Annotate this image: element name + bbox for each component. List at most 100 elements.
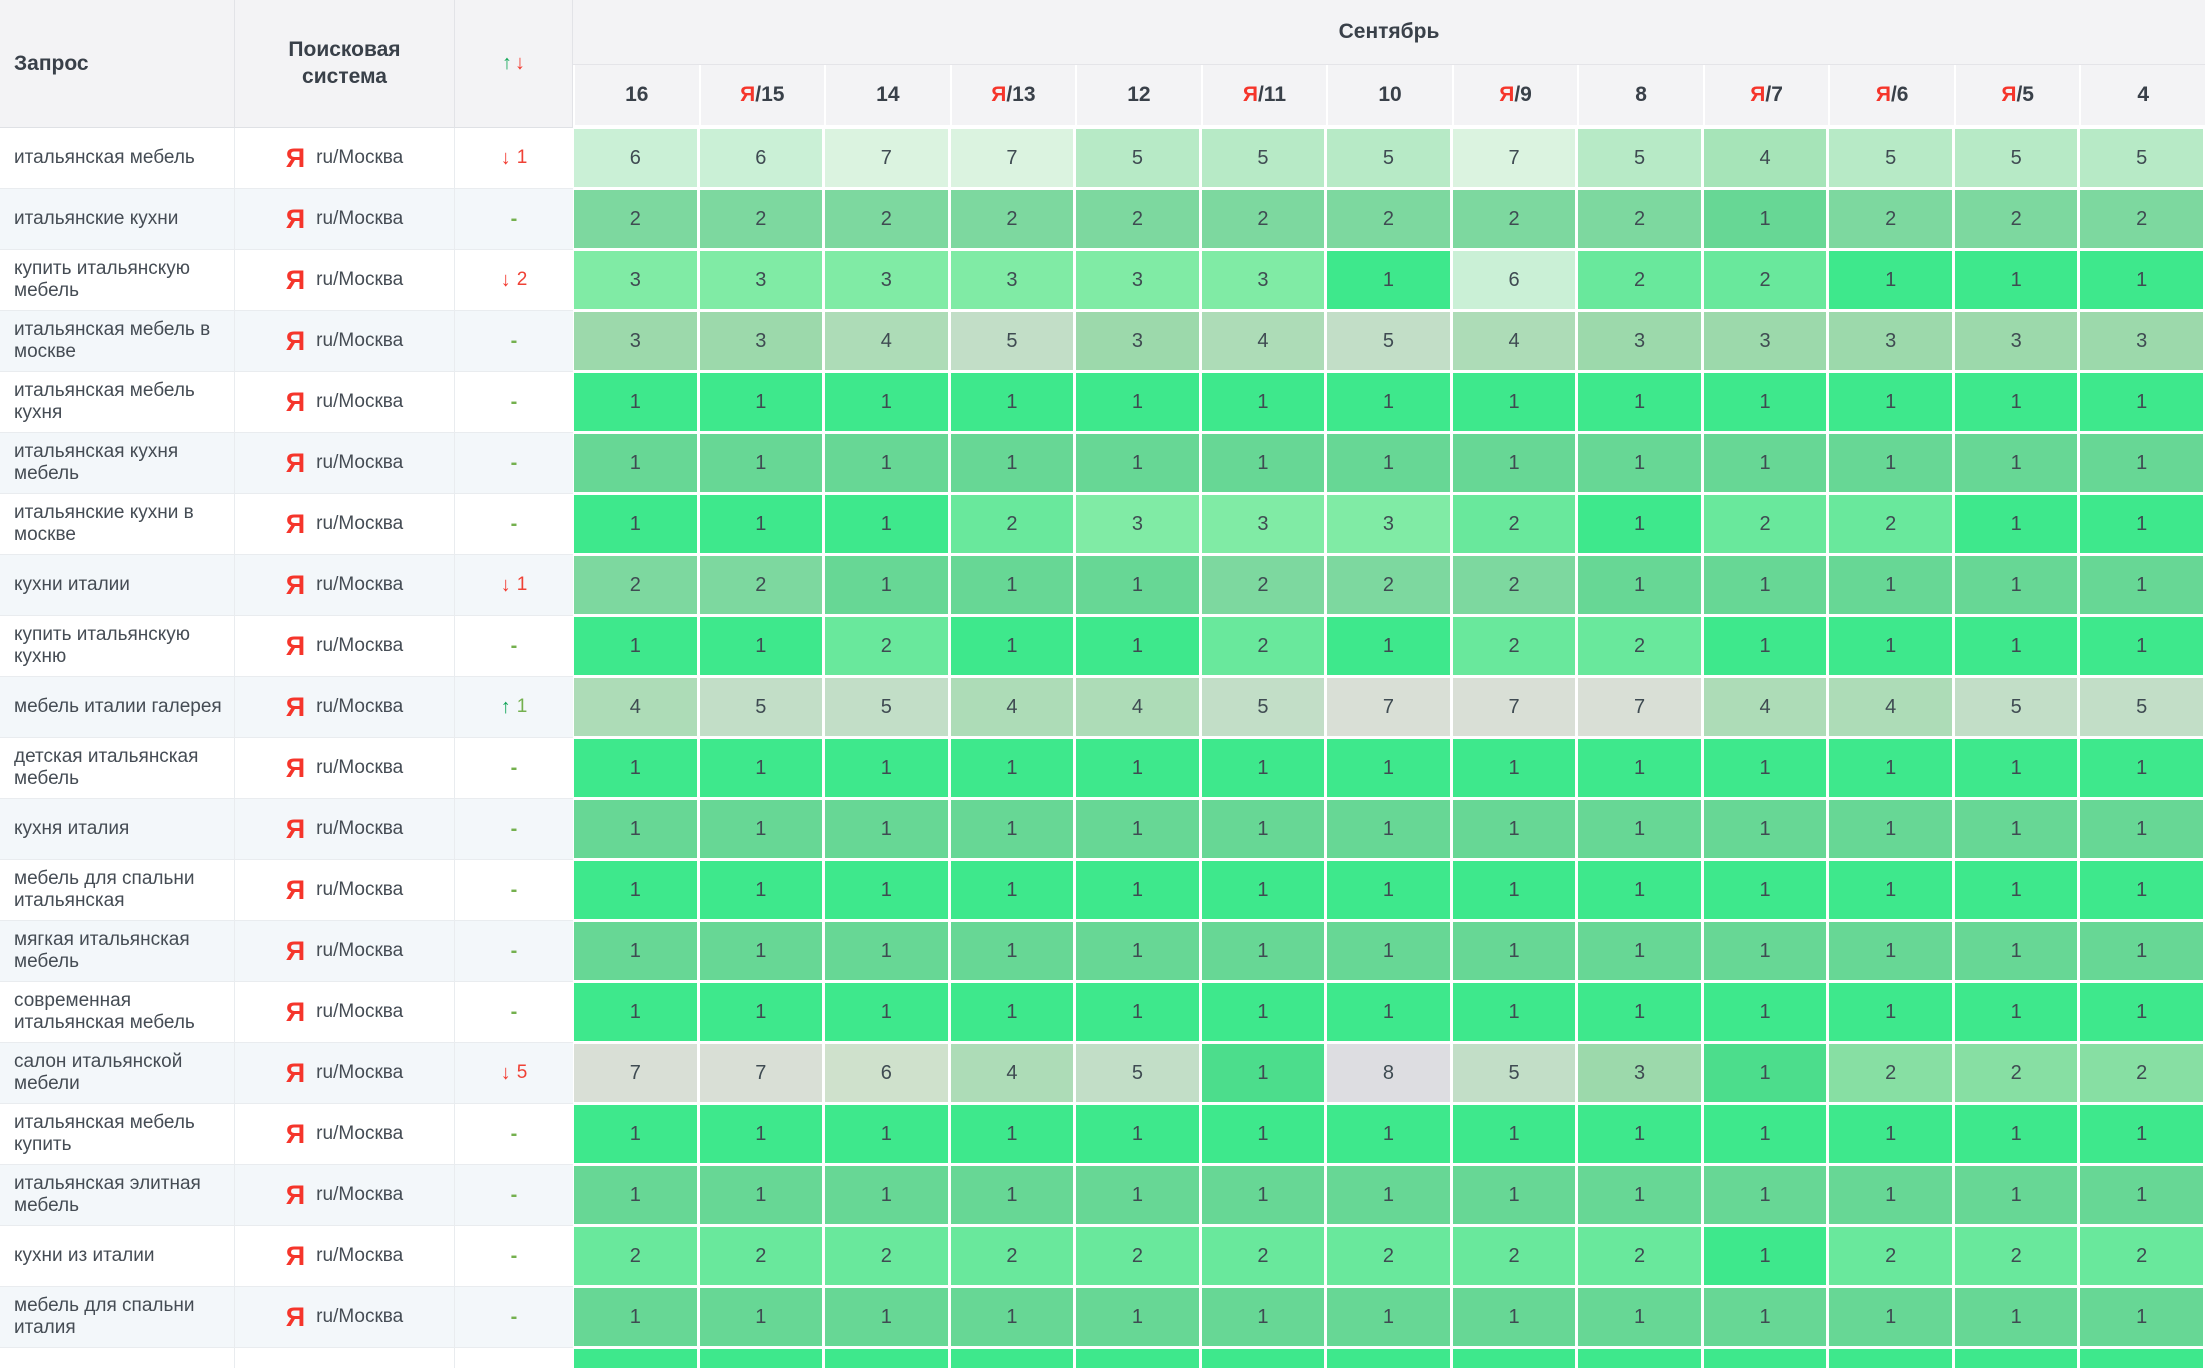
position-cell[interactable]: 1 xyxy=(1953,250,2080,311)
position-cell[interactable]: 6 xyxy=(1451,250,1578,311)
date-header-9[interactable]: Я/9 xyxy=(1451,65,1578,128)
position-cell[interactable]: 1 xyxy=(1326,250,1452,311)
position-cell[interactable]: 3 xyxy=(698,250,825,311)
position-cell[interactable]: 1 xyxy=(2079,433,2205,494)
position-cell[interactable]: 1 xyxy=(1828,860,1954,921)
position-cell[interactable]: 1 xyxy=(1953,494,2080,555)
position-cell[interactable]: 1 xyxy=(1200,372,1327,433)
position-cell[interactable]: 3 xyxy=(1828,311,1954,372)
position-cell[interactable]: 5 xyxy=(1326,311,1452,372)
position-cell[interactable]: 5 xyxy=(1953,128,2080,189)
position-cell[interactable]: 1 xyxy=(824,1104,950,1165)
position-cell[interactable]: 5 xyxy=(698,677,825,738)
position-cell[interactable]: 1 xyxy=(1828,921,1954,982)
position-cell[interactable]: 1 xyxy=(698,494,825,555)
query-cell[interactable]: мягкая итальянская мебель xyxy=(0,921,235,982)
position-cell[interactable] xyxy=(1828,1348,1954,1368)
position-cell[interactable]: 2 xyxy=(1326,555,1452,616)
position-cell[interactable]: 1 xyxy=(698,1287,825,1348)
position-cell[interactable]: 2 xyxy=(698,1226,825,1287)
position-cell[interactable]: 2 xyxy=(698,555,825,616)
position-cell[interactable]: 1 xyxy=(1200,1287,1327,1348)
query-cell[interactable]: кухни италии xyxy=(0,555,235,616)
position-cell[interactable]: 1 xyxy=(2079,616,2205,677)
position-cell[interactable]: 1 xyxy=(1326,860,1452,921)
query-cell[interactable]: итальянская кухня мебель xyxy=(0,433,235,494)
position-cell[interactable]: 1 xyxy=(1326,616,1452,677)
position-cell[interactable]: 1 xyxy=(1075,1287,1201,1348)
position-cell[interactable]: 1 xyxy=(824,433,950,494)
position-cell[interactable]: 1 xyxy=(1828,433,1954,494)
position-cell[interactable]: 1 xyxy=(573,799,699,860)
position-cell[interactable]: 5 xyxy=(949,311,1076,372)
position-cell[interactable]: 1 xyxy=(1200,1165,1327,1226)
date-header-14[interactable]: 14 xyxy=(824,65,950,128)
position-cell[interactable]: 1 xyxy=(1828,555,1954,616)
position-cell[interactable]: 1 xyxy=(1702,738,1829,799)
position-cell[interactable]: 1 xyxy=(1577,982,1703,1043)
position-cell[interactable]: 1 xyxy=(1702,1165,1829,1226)
position-cell[interactable]: 1 xyxy=(2079,250,2205,311)
position-cell[interactable] xyxy=(1702,1348,1829,1368)
position-cell[interactable]: 1 xyxy=(698,616,825,677)
position-cell[interactable]: 3 xyxy=(824,250,950,311)
position-cell[interactable]: 2 xyxy=(573,189,699,250)
position-cell[interactable]: 1 xyxy=(824,738,950,799)
position-cell[interactable]: 7 xyxy=(824,128,950,189)
position-cell[interactable]: 1 xyxy=(1326,982,1452,1043)
position-cell[interactable]: 3 xyxy=(573,250,699,311)
position-cell[interactable]: 1 xyxy=(1075,616,1201,677)
position-cell[interactable] xyxy=(824,1348,950,1368)
position-cell[interactable]: 1 xyxy=(949,982,1076,1043)
query-cell[interactable]: салон итальянской мебели xyxy=(0,1043,235,1104)
position-cell[interactable]: 1 xyxy=(1953,738,2080,799)
position-cell[interactable]: 1 xyxy=(698,1104,825,1165)
position-cell[interactable]: 2 xyxy=(1451,555,1578,616)
position-cell[interactable]: 1 xyxy=(698,1165,825,1226)
query-cell[interactable]: итальянские кухни xyxy=(0,189,235,250)
position-cell[interactable] xyxy=(698,1348,825,1368)
position-cell[interactable]: 2 xyxy=(824,189,950,250)
position-cell[interactable]: 1 xyxy=(2079,738,2205,799)
position-cell[interactable]: 1 xyxy=(573,1165,699,1226)
position-cell[interactable]: 1 xyxy=(949,1287,1076,1348)
position-cell[interactable]: 3 xyxy=(2079,311,2205,372)
position-cell[interactable]: 6 xyxy=(573,128,699,189)
position-cell[interactable]: 2 xyxy=(1200,616,1327,677)
position-cell[interactable]: 2 xyxy=(1828,494,1954,555)
position-cell[interactable]: 4 xyxy=(1828,677,1954,738)
position-cell[interactable]: 1 xyxy=(1828,738,1954,799)
position-cell[interactable]: 1 xyxy=(1326,1287,1452,1348)
position-cell[interactable]: 1 xyxy=(573,372,699,433)
position-cell[interactable]: 2 xyxy=(1451,1226,1578,1287)
position-cell[interactable]: 1 xyxy=(1577,433,1703,494)
position-cell[interactable]: 1 xyxy=(2079,1287,2205,1348)
position-cell[interactable]: 1 xyxy=(1577,1287,1703,1348)
position-cell[interactable]: 1 xyxy=(824,921,950,982)
date-header-6[interactable]: Я/6 xyxy=(1828,65,1954,128)
position-cell[interactable]: 1 xyxy=(2079,860,2205,921)
position-cell[interactable]: 1 xyxy=(1451,1165,1578,1226)
query-cell[interactable]: мебель для спальни италия xyxy=(0,1287,235,1348)
position-cell[interactable]: 1 xyxy=(949,433,1076,494)
query-cell[interactable]: итальянская мебель в москве xyxy=(0,311,235,372)
position-cell[interactable]: 1 xyxy=(1577,921,1703,982)
position-cell[interactable]: 2 xyxy=(1075,1226,1201,1287)
position-cell[interactable]: 1 xyxy=(824,1165,950,1226)
position-cell[interactable] xyxy=(949,1348,1076,1368)
query-cell[interactable]: купить итальянскую кухню xyxy=(0,616,235,677)
position-cell[interactable]: 1 xyxy=(1451,860,1578,921)
position-cell[interactable]: 3 xyxy=(1577,311,1703,372)
position-cell[interactable]: 5 xyxy=(1200,677,1327,738)
position-cell[interactable]: 1 xyxy=(1200,921,1327,982)
position-cell[interactable]: 1 xyxy=(698,372,825,433)
date-header-7[interactable]: Я/7 xyxy=(1702,65,1829,128)
position-cell[interactable]: 5 xyxy=(2079,677,2205,738)
position-cell[interactable]: 1 xyxy=(1075,738,1201,799)
position-cell[interactable]: 1 xyxy=(1075,433,1201,494)
position-cell[interactable]: 1 xyxy=(824,372,950,433)
position-cell[interactable]: 1 xyxy=(949,1104,1076,1165)
position-cell[interactable]: 1 xyxy=(949,555,1076,616)
position-cell[interactable]: 2 xyxy=(1451,189,1578,250)
position-cell[interactable]: 1 xyxy=(698,799,825,860)
